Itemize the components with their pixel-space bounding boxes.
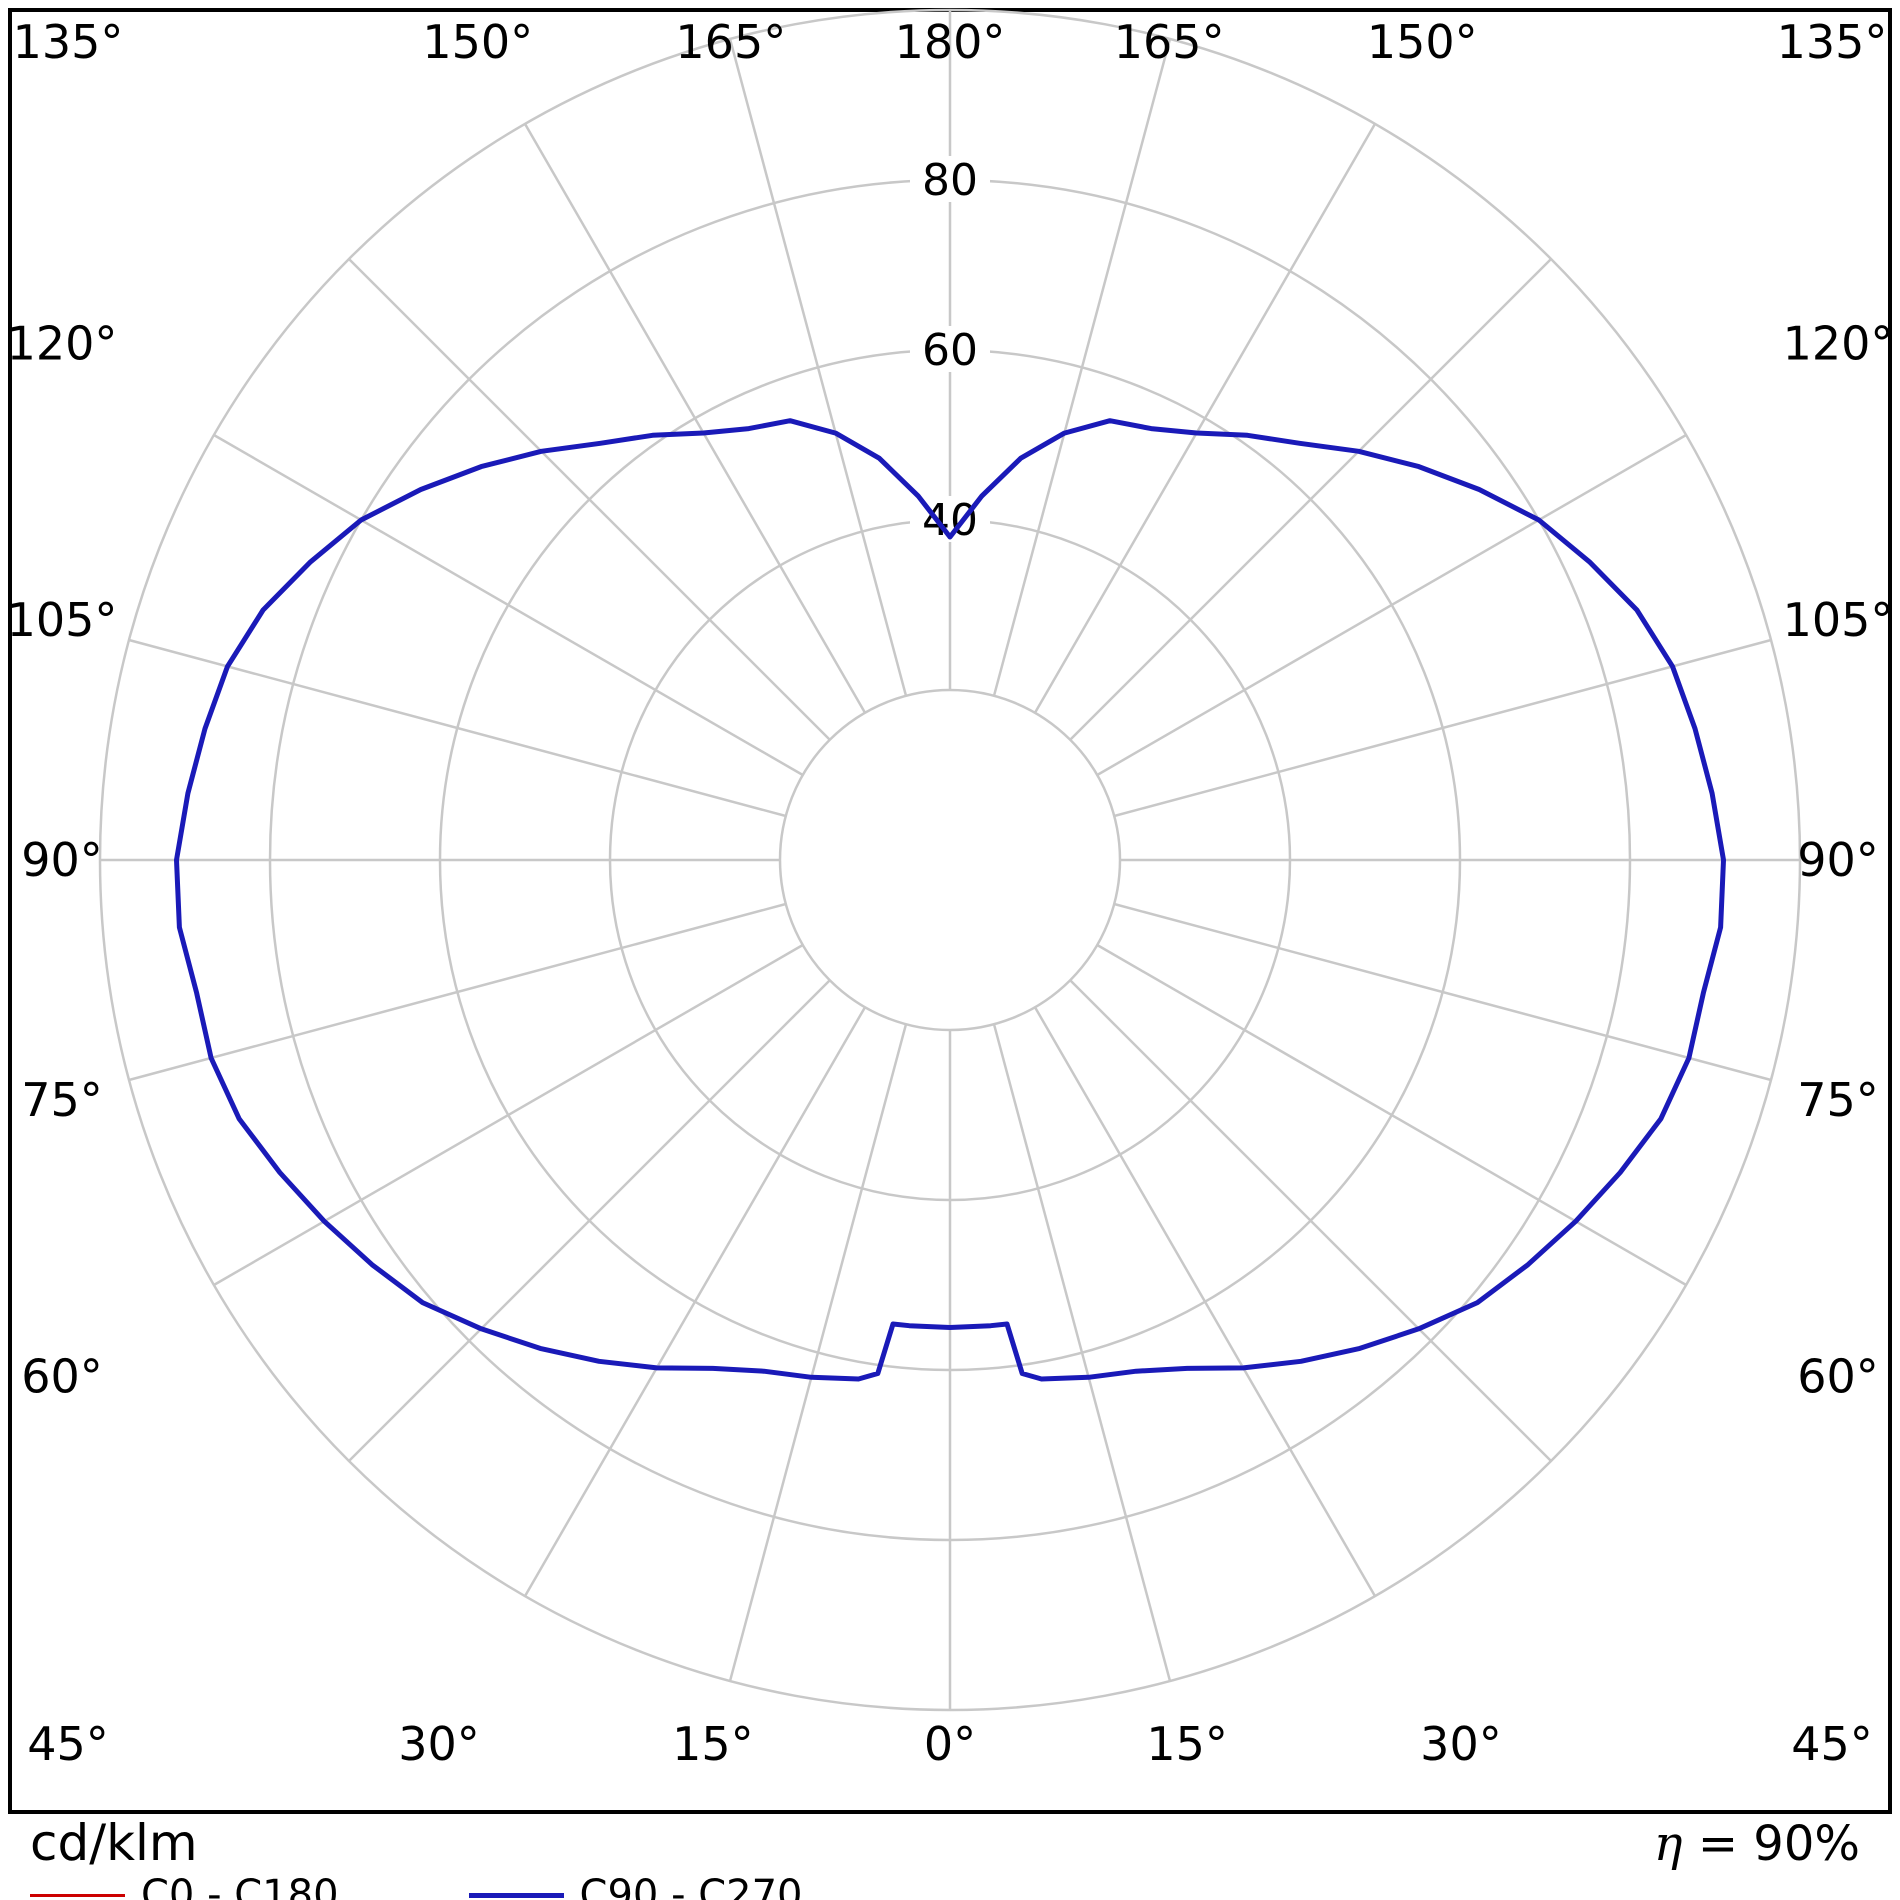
- angle-label-bottom: 30°: [398, 1717, 480, 1771]
- angle-label-left: 120°: [7, 316, 118, 370]
- legend-item: C90 - C270: [468, 1872, 803, 1900]
- angle-label-right: 90°: [1797, 833, 1879, 887]
- grid-spoke: [1033, 123, 1377, 714]
- grid-spoke: [992, 38, 1172, 697]
- angle-label-top: 180°: [895, 15, 1006, 69]
- angle-label-top: 165°: [675, 15, 786, 69]
- unit-label: cd/klm: [30, 1814, 198, 1872]
- grid-spoke: [523, 123, 867, 714]
- legend-swatch: [30, 1893, 125, 1897]
- grid-spoke: [992, 1023, 1172, 1682]
- angle-label-right: 75°: [1797, 1073, 1879, 1127]
- angle-label-top: 150°: [1367, 15, 1478, 69]
- legend-label: C90 - C270: [579, 1872, 803, 1900]
- grid-spoke: [728, 1023, 908, 1682]
- legend-item: C0 - C180: [30, 1872, 339, 1900]
- angle-label-bottom: 15°: [672, 1717, 754, 1771]
- grid-spoke: [128, 638, 787, 818]
- grid-spoke: [213, 943, 804, 1287]
- tick-label-bg: [910, 326, 990, 372]
- legend-label: C0 - C180: [141, 1872, 339, 1900]
- angle-label-top: 135°: [1777, 15, 1888, 69]
- curve-c90-c270: [174, 418, 1726, 1382]
- angle-label-left: 75°: [21, 1073, 103, 1127]
- angle-label-bottom: 30°: [1420, 1717, 1502, 1771]
- angle-label-right: 105°: [1783, 593, 1894, 647]
- eta-symbol: η: [1653, 1816, 1683, 1872]
- angle-label-top: 135°: [13, 15, 124, 69]
- grid-spoke: [523, 1006, 867, 1597]
- angle-label-bottom: 0°: [924, 1717, 976, 1771]
- angle-label-top: 150°: [422, 15, 533, 69]
- angle-label-bottom: 45°: [1791, 1717, 1873, 1771]
- grid-spoke: [1096, 433, 1687, 777]
- efficiency-label: η = 90%: [1654, 1816, 1860, 1872]
- grid-spoke: [728, 38, 908, 697]
- tick-label: 60: [922, 325, 978, 376]
- grid-spoke: [213, 433, 804, 777]
- angle-label-left: 60°: [21, 1350, 103, 1404]
- footer-top-row: cd/klm η = 90%: [0, 1814, 1900, 1872]
- angle-label-left: 105°: [7, 593, 118, 647]
- angle-label-bottom: 45°: [27, 1717, 109, 1771]
- grid-spoke: [1069, 258, 1552, 741]
- tick-label: 80: [922, 155, 978, 206]
- legend: C0 - C180 C90 - C270: [0, 1872, 1900, 1900]
- angle-label-bottom: 15°: [1146, 1717, 1228, 1771]
- grid-spoke: [348, 258, 831, 741]
- legend-swatch: [468, 1892, 564, 1898]
- grid-spoke: [1096, 943, 1687, 1287]
- chart-footer: cd/klm η = 90% C0 - C180 C90 - C270: [0, 1814, 1900, 1900]
- grid-spoke: [1113, 638, 1772, 818]
- grid-spoke: [1113, 902, 1772, 1082]
- angle-label-left: 90°: [21, 833, 103, 887]
- angle-label-right: 60°: [1797, 1350, 1879, 1404]
- grid-spoke: [348, 979, 831, 1462]
- efficiency-value: = 90%: [1697, 1816, 1860, 1872]
- grid-spoke: [1033, 1006, 1377, 1597]
- grid-spoke: [1069, 979, 1552, 1462]
- tick-label-bg: [910, 156, 990, 202]
- angle-label-top: 165°: [1114, 15, 1225, 69]
- grid-spoke: [128, 902, 787, 1082]
- angle-label-right: 120°: [1783, 316, 1894, 370]
